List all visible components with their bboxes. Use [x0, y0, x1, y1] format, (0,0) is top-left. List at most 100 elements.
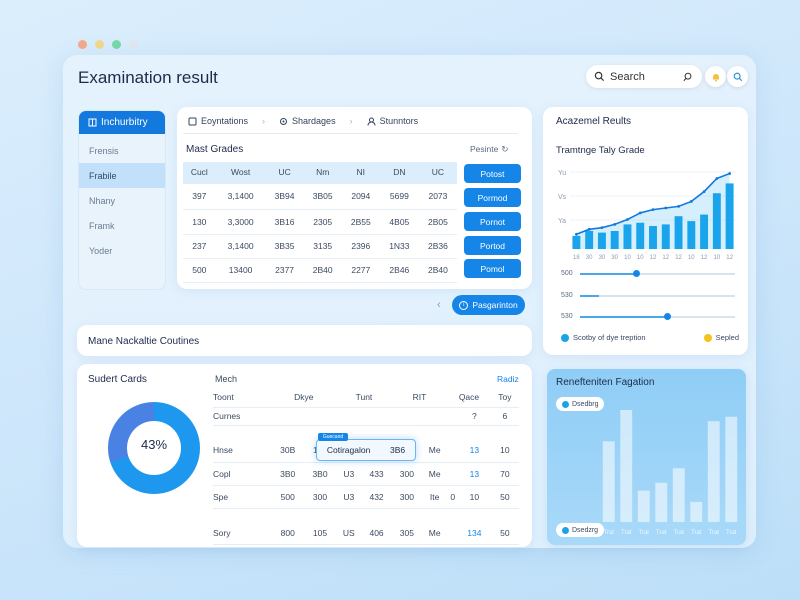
- grades-link[interactable]: Pesinte ↻: [470, 144, 508, 155]
- search-input[interactable]: Search: [586, 65, 702, 88]
- bar[interactable]: [610, 230, 619, 249]
- bar[interactable]: [712, 193, 721, 249]
- bar[interactable]: [637, 490, 650, 522]
- slider-track[interactable]: [580, 316, 735, 318]
- info-icon: i: [459, 300, 469, 310]
- row-action-button[interactable]: Potost: [464, 164, 521, 183]
- bar[interactable]: [687, 221, 696, 249]
- sidebar-header[interactable]: Inchurbitry: [79, 111, 165, 134]
- bar[interactable]: [690, 501, 703, 522]
- slider-label: 530: [561, 313, 573, 320]
- bar[interactable]: [620, 410, 633, 522]
- bar[interactable]: [674, 216, 683, 249]
- trend-point[interactable]: [587, 227, 591, 231]
- trend-point[interactable]: [638, 211, 642, 215]
- search-button[interactable]: [727, 66, 748, 87]
- bar[interactable]: [700, 214, 709, 249]
- trend-point[interactable]: [715, 177, 719, 180]
- column-header: Toont: [213, 388, 272, 408]
- table-header-row: Toont Dkye Tunt RIT Qace Toy: [213, 388, 519, 408]
- bar[interactable]: [672, 468, 685, 522]
- slider-handle[interactable]: [664, 313, 671, 320]
- ref-legend-top[interactable]: Dsedbrg: [556, 397, 605, 411]
- bar[interactable]: [661, 224, 670, 249]
- trend-point[interactable]: [600, 226, 604, 230]
- row-action-button[interactable]: Pomol: [464, 259, 521, 278]
- trend-point[interactable]: [613, 223, 617, 226]
- sidebar-item-framk[interactable]: Framk: [79, 213, 165, 238]
- tab-shardages[interactable]: Shardages: [279, 116, 336, 126]
- donut-percent: 43%: [140, 437, 168, 452]
- table-cell: 2B40: [418, 258, 457, 283]
- tab-eoyntations[interactable]: Eoyntations: [188, 116, 248, 126]
- document-icon: [188, 117, 197, 125]
- bar[interactable]: [707, 421, 720, 522]
- progress-donut: [108, 402, 200, 494]
- trend-point[interactable]: [651, 208, 655, 212]
- table-subheader-row: Curnes ? 6: [213, 407, 519, 426]
- trend-point[interactable]: [702, 190, 706, 193]
- y-tick-label: Yu: [558, 170, 566, 177]
- sidebar-item-label: Nhany: [89, 195, 116, 206]
- sidebar-item-label: Yoder: [89, 245, 113, 256]
- notification-button[interactable]: [705, 66, 726, 87]
- bar[interactable]: [597, 232, 606, 249]
- bar[interactable]: [725, 183, 734, 249]
- tab-bar: Eoyntations › Shardages › Stunntors: [188, 116, 418, 126]
- row-action-button[interactable]: Pormod: [464, 188, 521, 207]
- academic-subtitle: Tramtnge Taly Grade: [556, 145, 645, 156]
- table-cell: 300: [391, 462, 423, 486]
- table-cell: 433: [361, 462, 392, 486]
- sidebar-item-frensis[interactable]: Frensis: [79, 138, 165, 163]
- spacer-row: [213, 425, 519, 439]
- table-row[interactable]: 237 3,1400 3B35 3135 2396 1N33 2B36: [183, 234, 457, 259]
- table-row[interactable]: 130 3,3000 3B16 2305 2B55 4B05 2B05: [183, 209, 457, 235]
- slider-track[interactable]: [580, 273, 735, 275]
- bar[interactable]: [572, 235, 581, 249]
- trend-point[interactable]: [626, 218, 629, 221]
- bar[interactable]: [649, 226, 657, 249]
- trend-point[interactable]: [689, 200, 693, 203]
- trend-point[interactable]: [664, 206, 668, 210]
- bar[interactable]: [725, 416, 738, 522]
- bar[interactable]: [636, 222, 645, 249]
- table-cell: U3: [336, 462, 362, 486]
- trend-point[interactable]: [677, 204, 680, 208]
- table-row[interactable]: 500 13400 2377 2B40 2277 2B46 2B40: [183, 258, 457, 283]
- row-action-button[interactable]: Pornot: [464, 212, 521, 231]
- table-row[interactable]: Copl 3B0 3B0 U3 433 300 Me 13 70: [213, 462, 519, 486]
- table-row[interactable]: Sory 800 105 US 406 305 Me 134 50: [213, 522, 519, 545]
- window-dot-maximize[interactable]: [112, 40, 121, 49]
- mech-link[interactable]: Radiz: [497, 374, 519, 384]
- window-dot-minimize[interactable]: [95, 40, 104, 49]
- trend-point[interactable]: [574, 232, 578, 236]
- ref-legend-bottom[interactable]: Dsedzrg: [556, 523, 605, 537]
- bar[interactable]: [655, 482, 668, 522]
- cell-tooltip[interactable]: Cotiragalon 3B6: [316, 439, 416, 461]
- slider-handle[interactable]: [633, 270, 640, 277]
- search-icon[interactable]: [683, 72, 693, 82]
- pager-button[interactable]: i Pasgarinton: [452, 295, 525, 315]
- table-cell: 300: [303, 485, 337, 509]
- table-cell: 397: [183, 183, 216, 210]
- table-cell: 130: [183, 209, 216, 235]
- slider-track[interactable]: [580, 295, 735, 297]
- grades-table: Cucl Wost UC Nm NI DN UC 397 3,1400 3B94…: [183, 162, 457, 283]
- grades-title: Mast Grades: [186, 144, 244, 155]
- building-icon: [88, 118, 97, 127]
- chevron-left-icon[interactable]: ‹: [437, 299, 441, 311]
- trend-point[interactable]: [728, 172, 732, 175]
- sidebar-item-yoder[interactable]: Yoder: [79, 238, 165, 263]
- table-row[interactable]: 397 3,1400 3B94 3B05 2094 5699 2073: [183, 183, 457, 210]
- bar[interactable]: [602, 441, 615, 522]
- bar[interactable]: [585, 230, 594, 249]
- bar[interactable]: [623, 224, 632, 249]
- row-action-button[interactable]: Portod: [464, 236, 521, 255]
- sidebar-item-nhany[interactable]: Nhany: [79, 188, 165, 213]
- mane-card: [77, 325, 532, 356]
- window-dot-close[interactable]: [78, 40, 87, 49]
- table-row[interactable]: Spe 500 300 U3 432 300 Ite 0 10 50: [213, 485, 519, 509]
- tab-stunntors[interactable]: Stunntors: [367, 116, 418, 126]
- sidebar-item-frabile[interactable]: Frabile: [79, 163, 165, 188]
- y-tick-label: Vs: [558, 194, 567, 201]
